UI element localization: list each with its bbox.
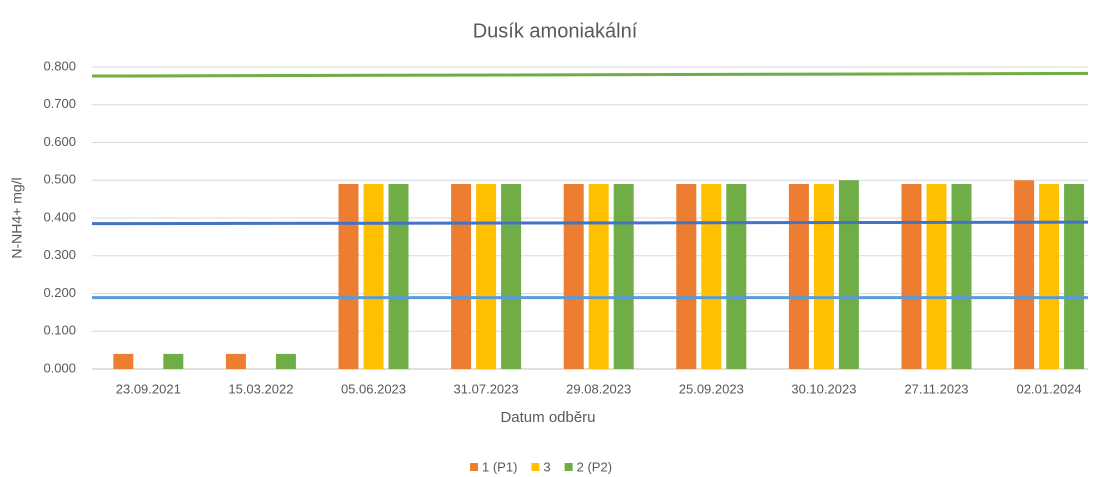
bar [726,184,747,369]
bar [1039,184,1060,369]
bar [813,184,834,369]
bar [901,184,922,369]
y-tick-label: 0.000 [43,360,76,375]
bar [476,184,497,369]
bar [1064,184,1085,369]
x-tick-label: 25.09.2023 [679,381,744,396]
y-tick-label: 0.700 [43,96,76,111]
x-axis-title: Datum odběru [500,409,595,426]
y-tick-label: 0.400 [43,209,76,224]
reference-line [91,220,1089,226]
y-axis-title: N-NH4+ mg/l [9,177,25,258]
bar [1014,180,1035,369]
legend-label: 2 (P2) [577,459,612,474]
bar [701,184,722,369]
x-tick-label: 31.07.2023 [454,381,519,396]
bar [788,184,809,369]
bar [363,184,384,369]
x-tick-label: 27.11.2023 [904,381,968,396]
bar [113,353,134,369]
bar [563,184,584,369]
chart-title: Dusík amoniakální [473,20,638,42]
x-tick-label: 30.10.2023 [791,381,856,396]
x-tick-label: 29.08.2023 [566,381,631,396]
bar [163,353,184,369]
legend-label: 3 [543,459,550,474]
y-tick-label: 0.200 [43,285,76,300]
x-tick-label: 05.06.2023 [341,381,406,396]
x-tick-label: 15.03.2022 [228,381,293,396]
legend-swatch [531,463,540,471]
bar [613,184,634,369]
bar [338,184,359,369]
legend-swatch [564,463,573,471]
legend-swatch [470,463,478,471]
bar [676,184,697,369]
y-tick-label: 0.600 [43,134,76,149]
bar [225,353,246,369]
y-tick-label: 0.100 [43,323,76,338]
bar [451,184,472,369]
y-tick-label: 0.800 [43,58,76,73]
bar [926,184,947,369]
bar [388,184,409,369]
y-tick-label: 0.500 [43,172,76,187]
bar [501,184,522,369]
legend-label: 1 (P1) [482,459,517,474]
x-tick-label: 23.09.2021 [116,381,181,396]
bar [838,180,859,369]
bar [588,184,609,369]
reference-line [91,71,1089,78]
y-tick-label: 0.300 [43,247,76,262]
x-tick-label: 02.01.2024 [1017,381,1082,396]
bar [275,353,296,369]
bar [951,184,972,369]
